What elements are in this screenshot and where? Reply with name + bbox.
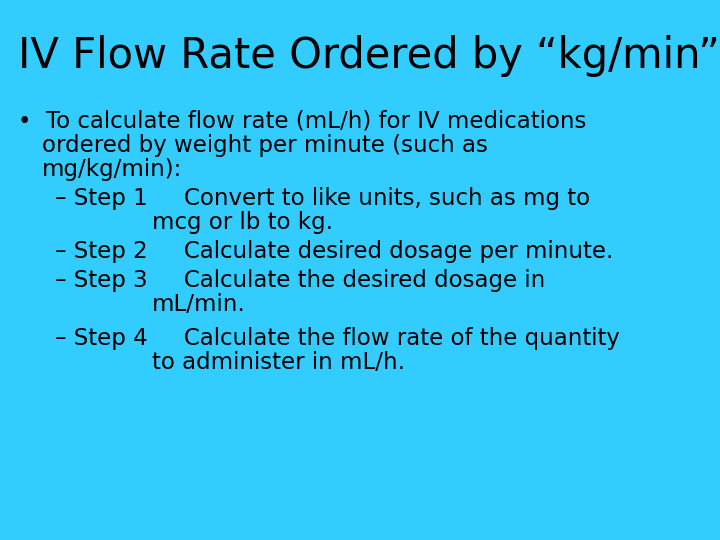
- Text: – Step 3     Calculate the desired dosage in: – Step 3 Calculate the desired dosage in: [55, 269, 545, 292]
- Text: mL/min.: mL/min.: [152, 293, 246, 316]
- Text: •  To calculate flow rate (mL/h) for IV medications: • To calculate flow rate (mL/h) for IV m…: [18, 110, 586, 133]
- Text: ordered by weight per minute (such as: ordered by weight per minute (such as: [42, 134, 488, 157]
- Text: – Step 4     Calculate the flow rate of the quantity: – Step 4 Calculate the flow rate of the …: [55, 327, 620, 350]
- Text: – Step 2     Calculate desired dosage per minute.: – Step 2 Calculate desired dosage per mi…: [55, 240, 613, 263]
- Text: mg/kg/min):: mg/kg/min):: [42, 158, 182, 181]
- Text: IV Flow Rate Ordered by “kg/min”: IV Flow Rate Ordered by “kg/min”: [18, 35, 720, 77]
- Text: to administer in mL/h.: to administer in mL/h.: [152, 351, 405, 374]
- Text: – Step 1     Convert to like units, such as mg to: – Step 1 Convert to like units, such as …: [55, 187, 590, 210]
- Text: mcg or lb to kg.: mcg or lb to kg.: [152, 211, 333, 234]
